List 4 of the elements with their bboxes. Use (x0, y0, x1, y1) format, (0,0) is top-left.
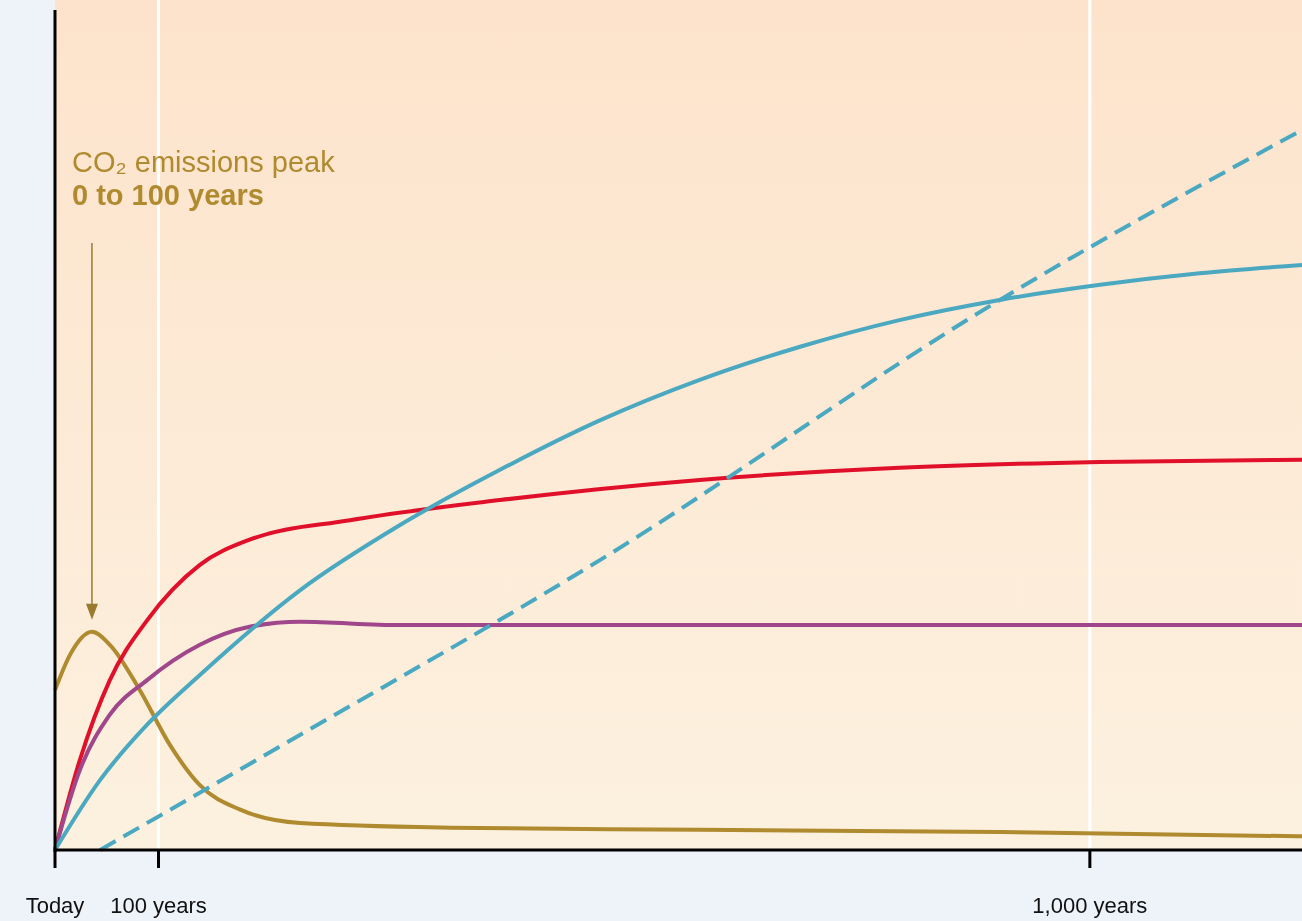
x-tick-label: 1,000 years (1032, 893, 1148, 918)
x-tick-label: 100 years (110, 893, 207, 918)
x-tick-label: Today (25, 893, 85, 918)
annotation: CO₂ emissions peak 0 to 100 years (72, 146, 336, 211)
